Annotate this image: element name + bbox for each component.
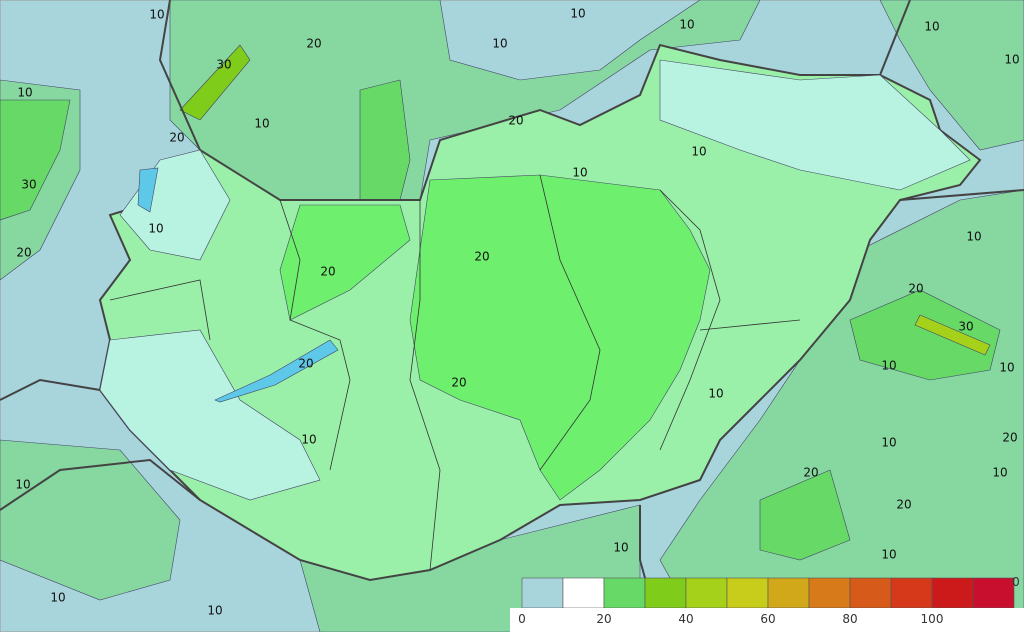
legend-swatch [726,577,769,609]
region-fill [659,59,971,191]
contour-label: 20 [306,37,321,51]
region-fill [849,289,1001,381]
region-fill [759,469,851,561]
region-fill [99,329,321,501]
region-fill [914,314,991,356]
legend-swatch [890,577,933,609]
contour-label: 10 [1004,53,1019,67]
contour-label: 10 [301,433,316,447]
contour-label: 20 [169,131,184,145]
contour-label: 20 [803,466,818,480]
contour-label: 10 [492,37,507,51]
contour-label: 10 [881,548,896,562]
contour-label: 10 [924,20,939,34]
contour-label: 20 [298,357,313,371]
contour-label: 10 [881,436,896,450]
legend-label: 20 [596,612,611,626]
contour-label: 20 [474,250,489,264]
contour-label: 10 [15,478,30,492]
legend-label: 60 [760,612,775,626]
legend-swatch [849,577,892,609]
region-fill [409,174,711,501]
region-fill [879,0,1024,151]
contour-label: 10 [572,166,587,180]
contour-labels: 10 10 10 10 10 10 20 30 10 10 20 20 10 10 30 20 10 20 20 10… [15,7,1019,618]
lake [137,167,159,213]
contour-label: 10 [999,361,1014,375]
contour-label: 20 [1002,431,1017,445]
contour-label: 10 [613,541,628,555]
contour-label: 10 [149,8,164,22]
legend-label: 40 [678,612,693,626]
contour-label: 10 [966,230,981,244]
contour-label: 10 [691,145,706,159]
contour-label: 20 [451,376,466,390]
contour-label: 10 [679,18,694,32]
legend-swatch [521,577,564,609]
legend-swatch [931,577,974,609]
lake [214,339,339,403]
legend-swatch [767,577,810,609]
region-fill [359,79,411,201]
contour-label: 30 [216,58,231,72]
contour-label: 10 [992,466,1007,480]
contour-label: 10 [254,117,269,131]
contour-label: 10 [148,222,163,236]
legend-label: 0 [1012,575,1020,589]
legend-swatch [603,577,646,609]
contour-label: 30 [21,178,36,192]
legend-swatch [685,577,728,609]
region-fill [0,99,71,221]
legend-label: 80 [842,612,857,626]
legend: 0 20 40 60 80 100 0 [510,575,1024,632]
contour-label: 10 [708,387,723,401]
legend-panel [510,608,1024,632]
contour-label: 30 [958,320,973,334]
legend-label: 0 [518,612,526,626]
contour-label: 10 [50,591,65,605]
legend-swatch [644,577,687,609]
region-fill [179,44,251,121]
legend-label: 100 [921,612,944,626]
contour-label: 20 [320,265,335,279]
region-fill [279,204,411,321]
contour-label: 10 [881,359,896,373]
contour-label: 10 [207,604,222,618]
county-border [109,174,801,571]
contour-label: 10 [570,7,585,21]
contour-label: 20 [896,498,911,512]
contour-label: 20 [908,282,923,296]
contour-label: 10 [17,86,32,100]
contour-label: 20 [16,246,31,260]
legend-swatch [808,577,851,609]
legend-swatch [972,577,1015,609]
legend-swatch [562,577,605,609]
contour-label: 20 [508,114,523,128]
